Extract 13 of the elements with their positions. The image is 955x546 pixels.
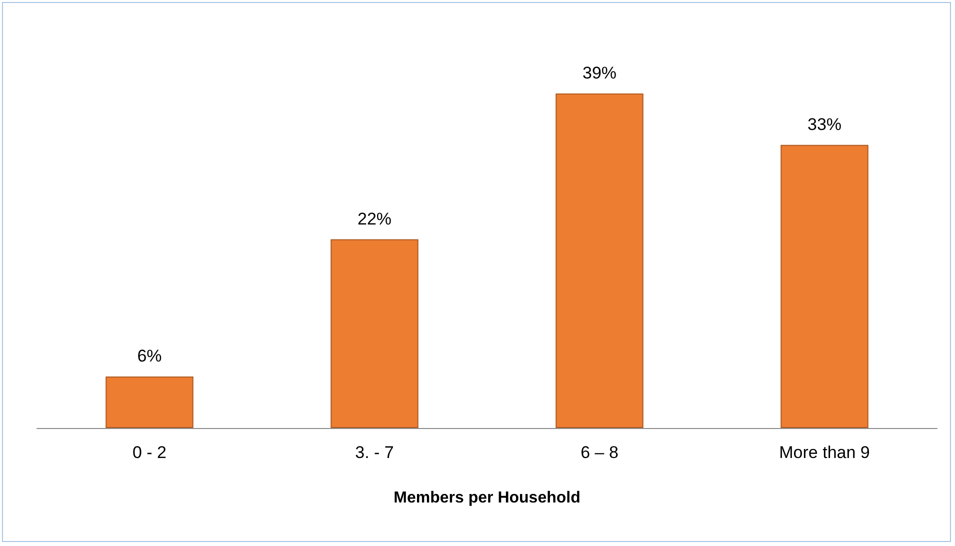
data-label: 22%: [357, 209, 392, 228]
data-label: 6%: [137, 346, 162, 366]
x-tick-label: More than 9: [779, 443, 870, 462]
x-tick-label: 0 - 2: [132, 443, 167, 462]
x-tick-label: 6 – 8: [580, 443, 618, 462]
x-axis-title: Members per Household: [394, 490, 580, 506]
x-tick-label: 3. - 7: [355, 443, 394, 462]
data-label: 39%: [582, 63, 617, 82]
bar: [106, 376, 194, 428]
data-label: 33%: [807, 114, 842, 134]
bar: [556, 93, 644, 428]
bar: [330, 239, 418, 428]
bar: [780, 144, 868, 428]
